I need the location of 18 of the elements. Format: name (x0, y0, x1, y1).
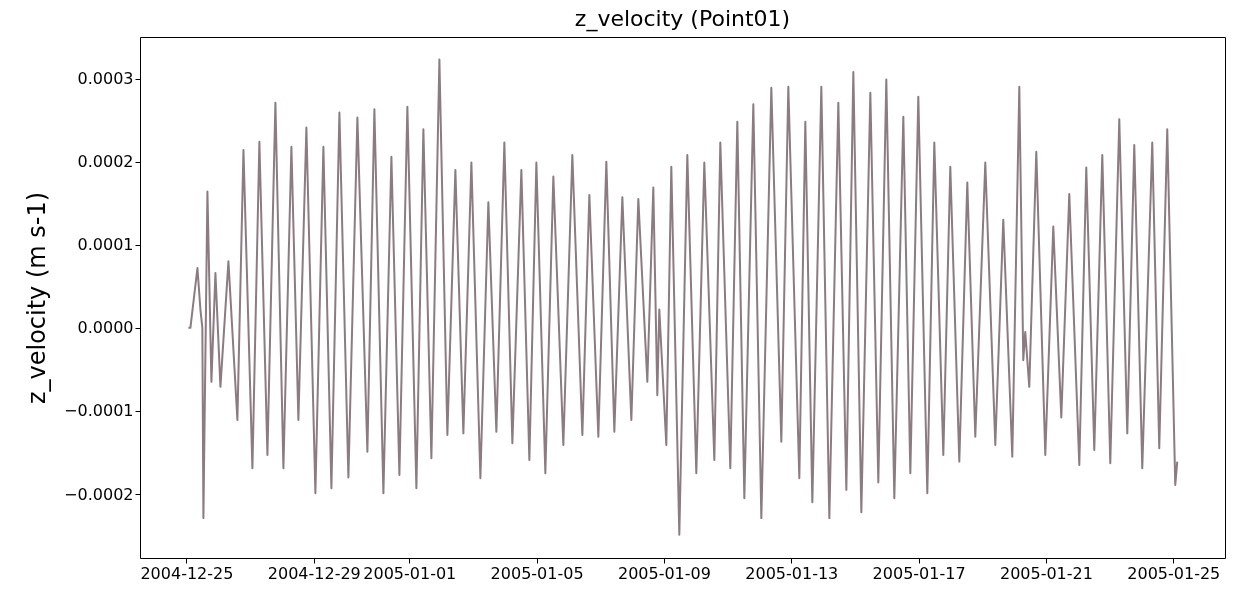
x-tick-label: 2005-01-05 (490, 563, 584, 583)
x-tick-label: 2004-12-29 (267, 563, 361, 583)
x-tick-label: 2005-01-13 (745, 563, 839, 583)
x-tick-label: 2005-01-17 (872, 563, 966, 583)
y-tick-label: 0.0001 (77, 235, 134, 255)
x-tick-label: 2005-01-21 (999, 563, 1093, 583)
x-tick-label: 2005-01-25 (1127, 563, 1221, 583)
y-tick-label: −0.0002 (64, 484, 134, 504)
line-series (187, 58, 1179, 536)
chart-title: z_velocity (Point01) (574, 6, 791, 32)
y-tick-label: 0.0003 (77, 69, 134, 89)
x-tick-label: 2005-01-01 (363, 563, 457, 583)
x-tick-label: 2005-01-09 (617, 563, 711, 583)
y-axis-title: z_velocity (m s-1) (23, 191, 52, 405)
y-tick-label: 0.0000 (77, 318, 134, 338)
y-tick-label: −0.0001 (64, 401, 134, 421)
y-tick-label: 0.0002 (77, 152, 134, 172)
x-tick-label: 2004-12-25 (140, 563, 234, 583)
